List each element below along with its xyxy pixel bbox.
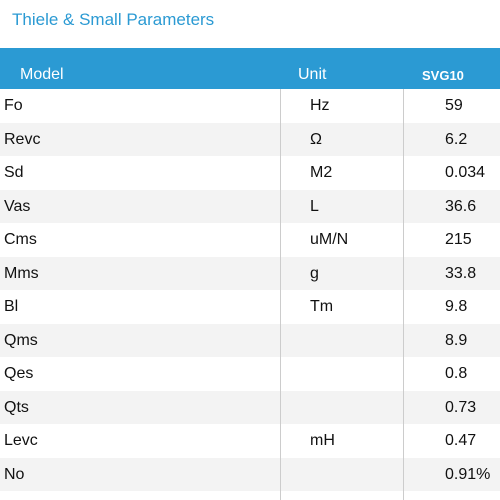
table-cell: No <box>4 465 25 483</box>
table-cell: Hz <box>310 97 330 114</box>
table-cell: g <box>310 264 319 282</box>
column-header: Model <box>20 66 64 83</box>
table-cell: Revc <box>4 130 41 148</box>
table-cell: Fo <box>4 97 23 114</box>
table-cell: Tm <box>310 298 334 315</box>
table-row: Fo Hz 59 <box>0 89 500 122</box>
table-cell: Ω <box>310 130 322 148</box>
table-cell: Sd <box>4 164 24 181</box>
table-cell: uM/N <box>310 231 349 248</box>
column-divider <box>403 89 404 500</box>
table-cell: Bl <box>4 298 19 315</box>
table-cell: Mms <box>4 264 39 282</box>
table-cell: Vas <box>4 197 31 215</box>
table-row: Mms g 33.8 <box>0 256 500 290</box>
table-cell: Qes <box>4 365 34 382</box>
table-row: Levc mH 0.47 <box>0 424 500 457</box>
table-cell: 215 <box>445 231 472 248</box>
table-row: Qts 0.73 <box>0 390 500 424</box>
table-cell: 36.6 <box>445 197 477 215</box>
table-cell: 0.73 <box>445 398 477 416</box>
table-row: Vas L 36.6 <box>0 189 500 223</box>
table-cell: Qms <box>4 331 38 349</box>
title: Thiele & Small Parameters <box>12 10 215 29</box>
table-cell: Qts <box>4 398 29 416</box>
table-cell: L <box>310 197 319 215</box>
column-header: SVG10 <box>422 68 464 83</box>
column-divider <box>280 89 281 500</box>
table-row: Qms 8.9 <box>0 323 500 357</box>
table-cell: 6.2 <box>445 130 468 148</box>
table-cell: 0.91% <box>445 465 491 483</box>
table-cell: 0.034 <box>445 164 486 181</box>
column-header: Unit <box>298 66 327 83</box>
table-row: No 0.91% <box>0 457 500 491</box>
table-cell: 9.8 <box>445 298 468 315</box>
table-cell: 0.8 <box>445 365 468 382</box>
table-cell: M2 <box>310 164 333 181</box>
table-row: Qes 0.8 <box>0 357 500 390</box>
table-cell: Cms <box>4 231 37 248</box>
table-cell: 0.47 <box>445 432 477 449</box>
table-row: Revc Ω 6.2 <box>0 122 500 156</box>
table-cell: 59 <box>445 97 463 114</box>
table-cell: 8.9 <box>445 331 468 349</box>
table-row: Bl Tm 9.8 <box>0 290 500 323</box>
table-row: Cms uM/N 215 <box>0 223 500 256</box>
table-cell: Levc <box>4 432 38 449</box>
table-header: Model Unit SVG10 <box>0 48 500 89</box>
table-cell: mH <box>310 432 335 449</box>
table-row: Sd M2 0.034 <box>0 156 500 189</box>
table-cell: 33.8 <box>445 264 477 282</box>
